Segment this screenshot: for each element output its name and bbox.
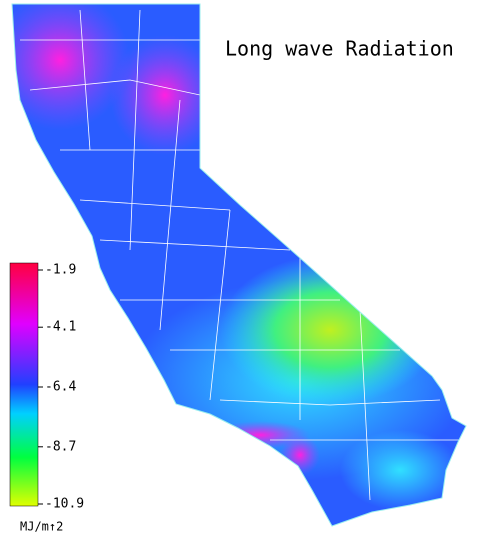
state-outline: [11, 3, 467, 527]
colorbar: [9, 262, 39, 507]
colorbar-tick-label: -10.9: [45, 497, 84, 512]
map-title: Long wave Radiation: [225, 37, 454, 61]
colorbar-tick-label: -4.1: [45, 320, 76, 335]
colorbar-tick-label: -1.9: [45, 263, 76, 278]
colorbar-tick-label: -8.7: [45, 439, 76, 454]
colorbar-unit: MJ/m↑2: [20, 520, 63, 534]
colorbar-ticks: -1.9 -4.1 -6.4 -8.7 -10.9: [38, 263, 84, 512]
colorbar-tick-label: -6.4: [45, 380, 76, 395]
